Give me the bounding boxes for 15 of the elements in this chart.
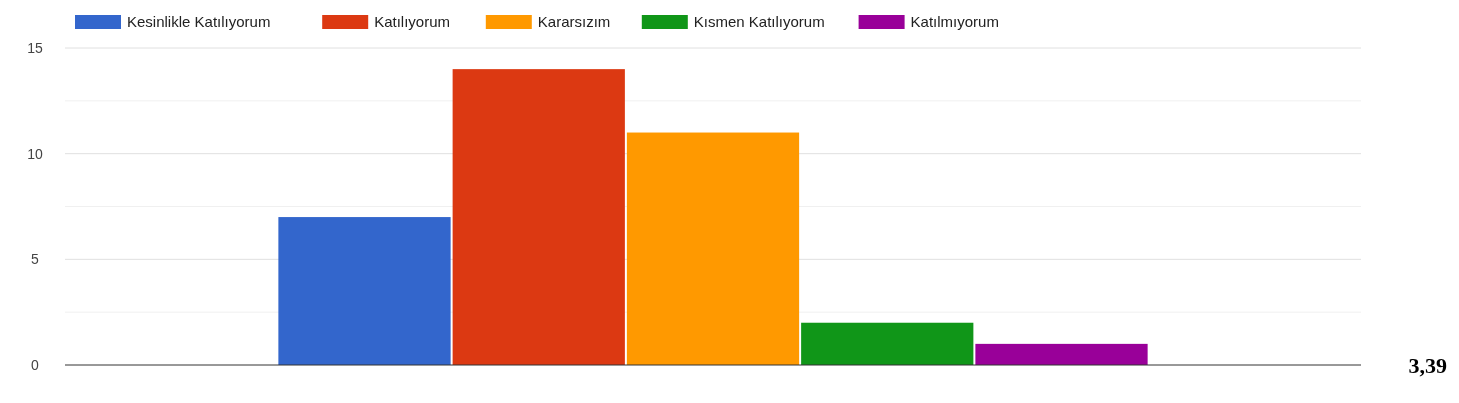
legend-label: Kısmen Katılıyorum	[693, 13, 825, 30]
y-tick-label: 5	[31, 251, 40, 268]
bar	[975, 343, 1148, 365]
y-tick-label: 15	[27, 40, 43, 56]
bar	[278, 217, 451, 365]
legend-label: Katılmıyorum	[910, 13, 999, 30]
y-tick-label: 10	[27, 145, 43, 162]
text: 3,39	[1408, 353, 1447, 378]
legend-label: Katılıyorum	[374, 13, 451, 30]
bar	[801, 322, 974, 365]
legend-label: Kesinlikle Katılıyorum	[127, 13, 271, 30]
bar	[452, 69, 625, 365]
y-tick-label: 0	[31, 357, 40, 373]
legend-label: Kararsızım	[537, 13, 611, 30]
bar	[626, 132, 800, 365]
